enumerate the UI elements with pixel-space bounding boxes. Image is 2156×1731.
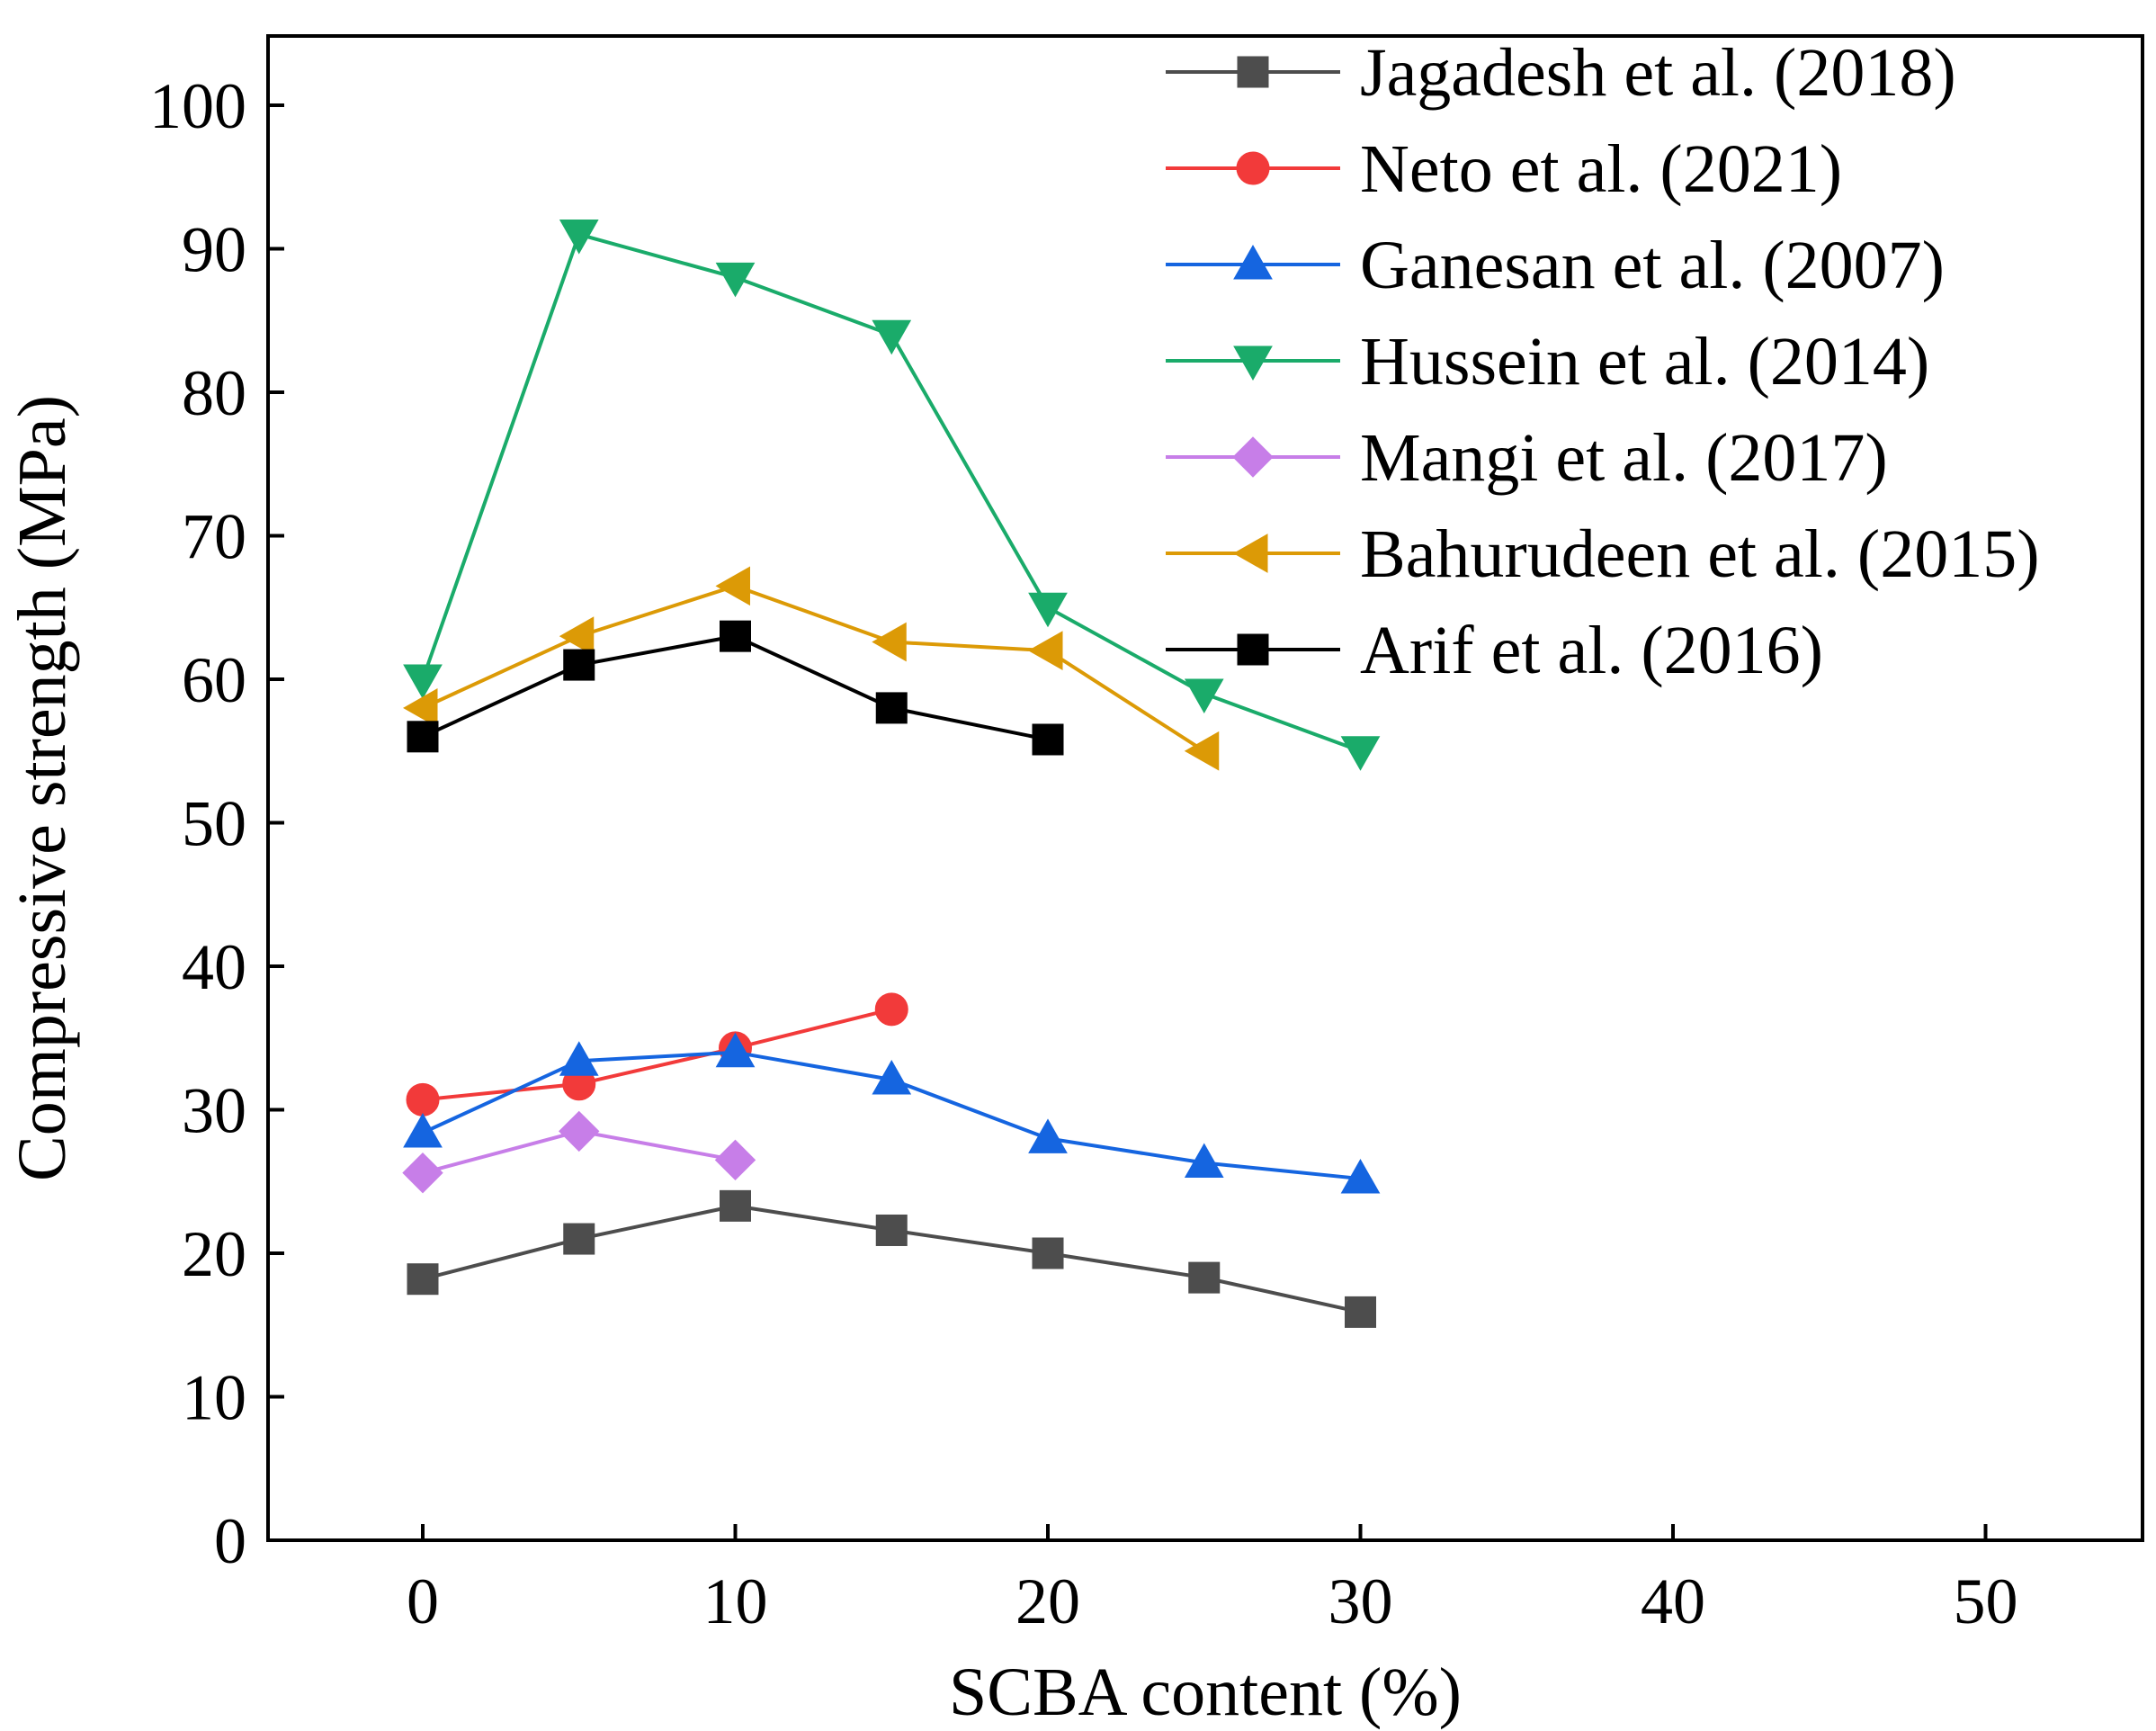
legend-entry: Hussein et al. (2014) xyxy=(1166,324,1929,399)
data-point xyxy=(720,620,751,652)
series-2 xyxy=(406,992,908,1117)
legend-label: Mangi et al. (2017) xyxy=(1360,420,1888,496)
y-tick-label: 50 xyxy=(182,788,246,860)
data-point xyxy=(402,688,438,728)
data-point xyxy=(559,1041,599,1076)
data-point xyxy=(874,992,908,1027)
legend-entry: Bahurudeen et al. (2015) xyxy=(1166,516,2040,592)
data-point xyxy=(563,1223,595,1255)
data-point xyxy=(872,319,912,355)
legend-label: Ganesan et al. (2007) xyxy=(1360,228,1945,303)
legend-entry: Mangi et al. (2017) xyxy=(1166,420,1888,496)
data-point xyxy=(1188,1261,1221,1294)
legend-label: Bahurudeen et al. (2015) xyxy=(1360,516,2040,592)
legend-label: Arif et al. (2016) xyxy=(1360,613,1823,688)
data-point xyxy=(714,1139,756,1181)
legend-swatch-marker xyxy=(1237,633,1269,666)
series-3 xyxy=(403,1032,1381,1194)
data-point xyxy=(872,1059,912,1095)
x-tick-label: 10 xyxy=(703,1565,768,1637)
legend-swatch-marker xyxy=(1237,56,1269,88)
y-tick-label: 100 xyxy=(149,70,246,142)
legend-entry: Jagadesh et al. (2018) xyxy=(1166,35,1956,111)
data-point xyxy=(715,566,750,606)
legend-entry: Ganesan et al. (2007) xyxy=(1166,228,1945,303)
legend-swatch-marker xyxy=(1236,151,1270,185)
legend: Jagadesh et al. (2018) Neto et al. (2021)… xyxy=(1166,35,2040,688)
data-point xyxy=(1340,736,1381,771)
data-point xyxy=(1028,592,1068,628)
data-point xyxy=(402,1152,443,1194)
y-tick-label: 40 xyxy=(182,931,246,1003)
data-point xyxy=(563,649,595,681)
data-point xyxy=(1027,631,1063,670)
legend-label: Jagadesh et al. (2018) xyxy=(1360,35,1956,111)
legend-entry: Neto et al. (2021) xyxy=(1166,131,1842,207)
y-tick-label: 70 xyxy=(182,501,246,573)
data-point xyxy=(1345,1296,1376,1328)
series-line xyxy=(422,584,1205,753)
series-6 xyxy=(402,566,1220,771)
data-point xyxy=(875,1214,908,1246)
x-tick-label: 30 xyxy=(1328,1565,1393,1637)
x-tick-label: 20 xyxy=(1015,1565,1080,1637)
data-point xyxy=(1032,1237,1064,1269)
data-point xyxy=(872,622,907,662)
legend-swatch-marker xyxy=(1233,345,1273,381)
data-point xyxy=(1184,731,1220,771)
y-tick-label: 80 xyxy=(182,357,246,429)
legend-swatch-marker xyxy=(1233,244,1273,280)
x-tick-label: 50 xyxy=(1954,1565,2018,1637)
y-tick-label: 10 xyxy=(182,1362,246,1434)
data-point xyxy=(720,1189,751,1222)
data-point xyxy=(875,692,908,724)
data-point xyxy=(559,1110,600,1153)
series-5 xyxy=(402,1110,756,1194)
series-layer xyxy=(402,220,1381,1328)
data-point xyxy=(406,1082,440,1117)
x-tick-label: 0 xyxy=(407,1565,439,1637)
y-tick-label: 30 xyxy=(182,1075,246,1147)
ticks-layer: 0 10 20 30 40 50 0 10 20 30 40 50 60 70 80 90 100 xyxy=(149,70,2018,1637)
data-point xyxy=(407,1263,439,1296)
y-tick-label: 60 xyxy=(182,644,246,716)
legend-entry: Arif et al. (2016) xyxy=(1166,613,1823,688)
data-point xyxy=(403,664,443,700)
series-1 xyxy=(407,1189,1376,1328)
data-point xyxy=(1340,1159,1381,1194)
data-point xyxy=(1184,678,1224,713)
y-tick-label: 90 xyxy=(182,214,246,286)
data-point xyxy=(403,1113,443,1148)
legend-swatch-marker xyxy=(1232,534,1268,573)
legend-swatch-marker xyxy=(1232,436,1274,478)
data-point xyxy=(1184,1143,1224,1179)
series-4 xyxy=(403,220,1381,771)
legend-label: Hussein et al. (2014) xyxy=(1360,324,1929,399)
x-tick-label: 40 xyxy=(1641,1565,1705,1637)
data-point xyxy=(1032,723,1064,756)
x-axis-title: SCBA content (%) xyxy=(949,1655,1462,1730)
plot-frame xyxy=(266,34,2144,1542)
data-point xyxy=(715,1032,756,1068)
data-point xyxy=(715,262,756,298)
data-point xyxy=(559,220,599,255)
legend-label: Neto et al. (2021) xyxy=(1360,131,1842,207)
data-point xyxy=(407,721,439,753)
data-point xyxy=(1028,1118,1068,1153)
y-tick-label: 0 xyxy=(214,1505,246,1577)
series-line xyxy=(422,1007,892,1102)
data-point xyxy=(559,616,595,657)
y-axis-title: Compressive strength (MPa) xyxy=(4,395,80,1181)
y-tick-label: 20 xyxy=(182,1218,246,1290)
series-7 xyxy=(407,620,1064,756)
